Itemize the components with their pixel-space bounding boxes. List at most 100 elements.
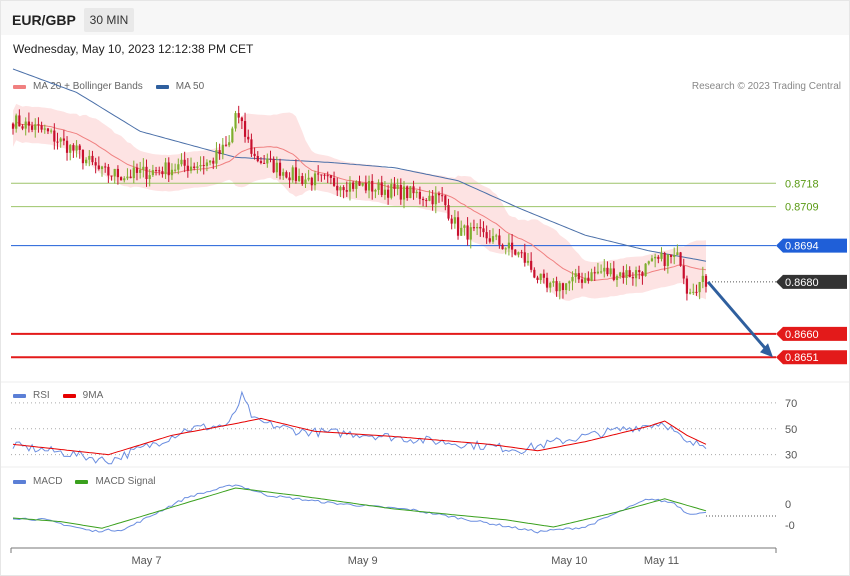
candle-body — [151, 170, 154, 176]
candle-body — [615, 275, 619, 280]
candle-body — [218, 150, 221, 155]
candle-body — [689, 292, 692, 294]
candle-body — [418, 191, 421, 199]
candle-body — [221, 144, 224, 155]
candle-body — [126, 176, 129, 179]
price-legend: MA 20 + Bollinger Bands MA 50 — [13, 81, 217, 92]
candle-body — [476, 227, 479, 229]
candle-body — [555, 281, 558, 292]
candle-body — [352, 182, 355, 189]
candle-body — [336, 185, 339, 191]
candle-body — [278, 162, 282, 176]
candle-body — [682, 265, 685, 279]
candle-body — [161, 171, 164, 175]
candle-body — [21, 126, 24, 129]
candle-body — [263, 162, 266, 164]
candle-body — [673, 255, 676, 257]
candle-body — [119, 177, 123, 181]
candle-body — [685, 278, 689, 294]
candle-body — [145, 166, 148, 180]
candle-body — [463, 225, 466, 228]
candle-body — [501, 244, 504, 250]
candle-body — [97, 165, 100, 170]
candle-body — [549, 282, 552, 288]
candle-body — [631, 277, 634, 279]
rsi-tick-label: 30 — [785, 450, 797, 462]
candle-body — [425, 200, 428, 202]
candle-body — [520, 252, 523, 254]
candle-body — [183, 159, 186, 166]
legend-macd-label: MACD — [33, 476, 63, 487]
level-label-0.8718: 0.8718 — [785, 178, 819, 190]
candle-body — [654, 256, 657, 259]
candle-body — [30, 125, 34, 130]
candle-body — [393, 184, 396, 189]
legend-rsi: RSI — [13, 390, 50, 401]
candle-body — [78, 145, 81, 150]
candle-body — [587, 277, 590, 282]
candle-body — [552, 281, 555, 283]
candle-body — [596, 271, 600, 274]
candle-body — [377, 182, 380, 190]
timeframe-badge[interactable]: 30 MIN — [84, 8, 134, 32]
candle-body — [158, 170, 161, 172]
candle-body — [641, 272, 644, 277]
candle-body — [530, 260, 533, 270]
candle-body — [285, 172, 288, 178]
candle-body — [348, 182, 352, 192]
candle-body — [72, 145, 75, 151]
candle-body — [396, 185, 399, 189]
candle-body — [472, 227, 476, 229]
candle-body — [650, 258, 654, 262]
forecast-arrow-head-icon — [760, 343, 773, 358]
candle-body — [231, 128, 234, 143]
macd-legend: MACD MACD Signal — [13, 476, 168, 487]
candle-body — [504, 248, 507, 250]
candle-body — [460, 227, 463, 236]
x-axis-label: May 10 — [551, 555, 587, 567]
candle-body — [243, 121, 247, 137]
candle-body — [361, 182, 364, 186]
candle-body — [174, 169, 177, 171]
legend-ma50-label: MA 50 — [175, 81, 205, 92]
candle-body — [53, 130, 56, 142]
candle-body — [116, 168, 120, 178]
candle-body — [695, 291, 698, 293]
candle-body — [609, 268, 612, 275]
candle-body — [313, 173, 317, 186]
candle-body — [167, 162, 170, 176]
candle-body — [291, 167, 294, 181]
candle-body — [485, 232, 488, 239]
candle-body — [606, 267, 609, 275]
candle-body — [75, 145, 78, 151]
candle-body — [415, 191, 418, 194]
candle-body — [65, 140, 69, 153]
candle-body — [50, 130, 53, 132]
candle-body — [479, 227, 482, 229]
candle-body — [132, 167, 135, 179]
x-axis-label: May 7 — [132, 555, 162, 567]
candle-body — [574, 273, 577, 277]
candle-body — [323, 174, 326, 176]
candle-body — [421, 198, 425, 201]
candle-body — [164, 162, 167, 175]
level-label-0.8651: 0.8651 — [785, 352, 819, 364]
candle-body — [205, 162, 209, 166]
candle-body — [495, 235, 498, 237]
legend-ma20: MA 20 + Bollinger Bands — [13, 81, 143, 92]
candle-body — [339, 187, 342, 191]
candle-body — [669, 254, 673, 257]
candle-body — [676, 252, 679, 256]
candle-body — [437, 193, 441, 196]
candle-body — [189, 166, 193, 171]
legend-rsi-ma: 9MA — [62, 390, 103, 401]
candle-body — [428, 195, 431, 201]
candle-body — [657, 256, 660, 259]
candle-body — [186, 165, 189, 171]
candle-body — [24, 121, 27, 129]
candle-body — [37, 124, 40, 126]
level-label-0.8660: 0.8660 — [785, 329, 819, 341]
candle-body — [536, 277, 539, 281]
candle-body — [266, 158, 269, 164]
